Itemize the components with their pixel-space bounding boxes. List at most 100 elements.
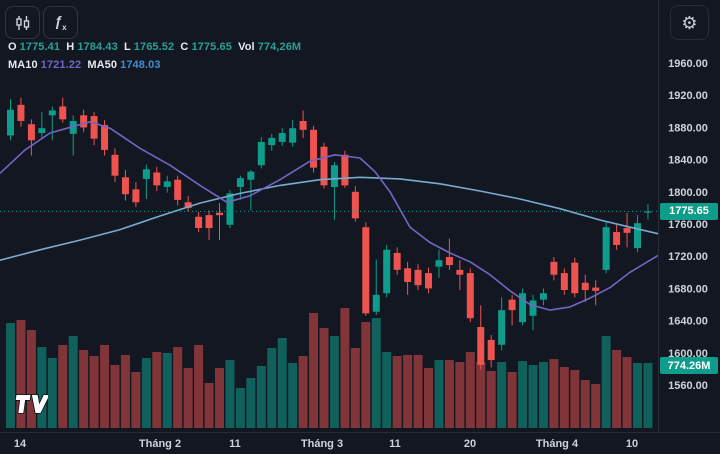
candle-body-43 bbox=[456, 269, 464, 275]
volume-bar-46 bbox=[486, 371, 496, 428]
candlestick-icon bbox=[15, 15, 29, 30]
low-label: L bbox=[123, 41, 131, 53]
volume-bar-6 bbox=[68, 335, 78, 428]
last-volume-badge: 774.26M bbox=[660, 357, 718, 374]
ma50-line bbox=[0, 176, 659, 261]
candle-body-13 bbox=[142, 169, 150, 179]
volume-bar-36 bbox=[382, 352, 392, 428]
candle-body-60 bbox=[634, 223, 641, 249]
candle-body-28 bbox=[299, 120, 307, 130]
ma-legend: MA10 1721.22 MA50 1748.03 bbox=[8, 59, 164, 71]
volume-bar-18 bbox=[194, 344, 204, 428]
candle-body-24 bbox=[257, 141, 265, 166]
volume-bar-45 bbox=[476, 362, 486, 428]
candle-body-61 bbox=[644, 211, 652, 213]
candle-body-14 bbox=[153, 172, 161, 186]
volume-bar-34 bbox=[361, 322, 371, 428]
volume-bar-58 bbox=[612, 350, 622, 428]
candle-body-20 bbox=[216, 212, 223, 216]
candle-body-18 bbox=[195, 216, 203, 229]
volume-bar-49 bbox=[518, 361, 528, 428]
open-value: 1775.41 bbox=[19, 41, 61, 53]
candle-body-25 bbox=[268, 137, 276, 146]
volume-bar-50 bbox=[528, 364, 538, 428]
time-tick: 20 bbox=[464, 438, 476, 450]
ma50-label: MA50 bbox=[87, 59, 118, 71]
volume-bar-25 bbox=[267, 348, 277, 428]
price-tick-1840: 1840.00 bbox=[668, 155, 708, 167]
time-tick: Tháng 3 bbox=[301, 438, 343, 450]
volume-bar-43 bbox=[455, 362, 465, 428]
last-price-badge: 1775.65 bbox=[660, 202, 718, 220]
candle-body-7 bbox=[80, 115, 88, 128]
ma10-value: 1721.22 bbox=[40, 59, 82, 71]
candle-body-46 bbox=[487, 339, 495, 361]
volume-bar-24 bbox=[256, 365, 266, 428]
candle-body-0 bbox=[7, 109, 14, 136]
candle-body-52 bbox=[550, 261, 558, 275]
candle-body-51 bbox=[539, 293, 547, 300]
price-axis[interactable]: 1960.00 1920.00 1880.00 1840.00 1800.00 1760.… bbox=[668, 58, 708, 392]
volume-bar-54 bbox=[570, 370, 580, 428]
volume-bar-55 bbox=[580, 380, 590, 428]
volume-bar-47 bbox=[497, 362, 507, 428]
candle-body-58 bbox=[613, 232, 621, 245]
volume-bar-53 bbox=[559, 366, 569, 428]
volume-bar-44 bbox=[465, 352, 475, 428]
ma10-line bbox=[0, 121, 659, 311]
price-tick-1560: 1560.00 bbox=[668, 380, 708, 392]
time-axis[interactable]: 14 Tháng 2 11 Tháng 3 11 20 Tháng 4 10 bbox=[14, 438, 638, 450]
candle-body-21 bbox=[226, 193, 234, 225]
ma10-label: MA10 bbox=[8, 59, 38, 71]
price-tick-1600: 1600.00 bbox=[668, 348, 708, 360]
volume-bar-57 bbox=[601, 335, 611, 428]
last-price-badge-value: 1775.65 bbox=[669, 205, 709, 218]
volume-bar-11 bbox=[120, 354, 130, 428]
volume-bar-7 bbox=[79, 350, 89, 428]
volume-bar-51 bbox=[538, 362, 548, 428]
candle-body-56 bbox=[592, 287, 600, 291]
candle-body-33 bbox=[351, 191, 359, 219]
tradingview-logo[interactable] bbox=[12, 391, 48, 417]
volume-bar-23 bbox=[246, 378, 256, 428]
close-label: C bbox=[180, 41, 189, 53]
candle-body-49 bbox=[519, 293, 527, 323]
volume-bar-60 bbox=[633, 362, 642, 428]
volume-bar-48 bbox=[507, 372, 517, 428]
volume-bar-30 bbox=[319, 328, 329, 428]
time-tick: 10 bbox=[626, 438, 638, 450]
time-tick: Tháng 2 bbox=[139, 438, 181, 450]
time-tick: 14 bbox=[14, 438, 27, 450]
volume-bar-5 bbox=[58, 344, 68, 428]
candle-body-19 bbox=[205, 215, 213, 229]
candle-body-57 bbox=[602, 227, 610, 270]
candle-body-48 bbox=[508, 299, 516, 311]
candle-body-32 bbox=[341, 154, 349, 186]
price-tick-1920: 1920.00 bbox=[668, 90, 708, 102]
candle-body-12 bbox=[132, 189, 140, 203]
indicators-button[interactable]: ƒx bbox=[43, 6, 78, 39]
candle-body-37 bbox=[393, 252, 401, 270]
settings-button[interactable]: ⚙ bbox=[670, 5, 709, 40]
price-tick-1720: 1720.00 bbox=[668, 251, 708, 263]
candle-body-17 bbox=[184, 202, 192, 208]
last-volume-badge-value: 774.26M bbox=[667, 359, 711, 372]
chart-type-button[interactable] bbox=[5, 6, 40, 39]
candle-body-41 bbox=[435, 260, 443, 267]
volume-bar-22 bbox=[235, 388, 245, 428]
candle-body-45 bbox=[477, 327, 485, 365]
volume-bar-16 bbox=[173, 346, 183, 428]
volume-bar-61 bbox=[643, 362, 653, 428]
time-tick: 11 bbox=[389, 438, 401, 450]
candle-body-54 bbox=[571, 262, 579, 294]
candle-body-36 bbox=[383, 249, 391, 294]
candle-body-26 bbox=[278, 133, 286, 142]
candle-body-30 bbox=[320, 146, 328, 186]
high-value: 1784.43 bbox=[77, 41, 118, 53]
volume-label: Vol bbox=[238, 41, 255, 53]
candle-body-27 bbox=[289, 128, 297, 143]
volume-bar-52 bbox=[549, 359, 559, 428]
volume-bar-56 bbox=[591, 383, 601, 428]
volume-value: 774,26M bbox=[257, 41, 302, 53]
